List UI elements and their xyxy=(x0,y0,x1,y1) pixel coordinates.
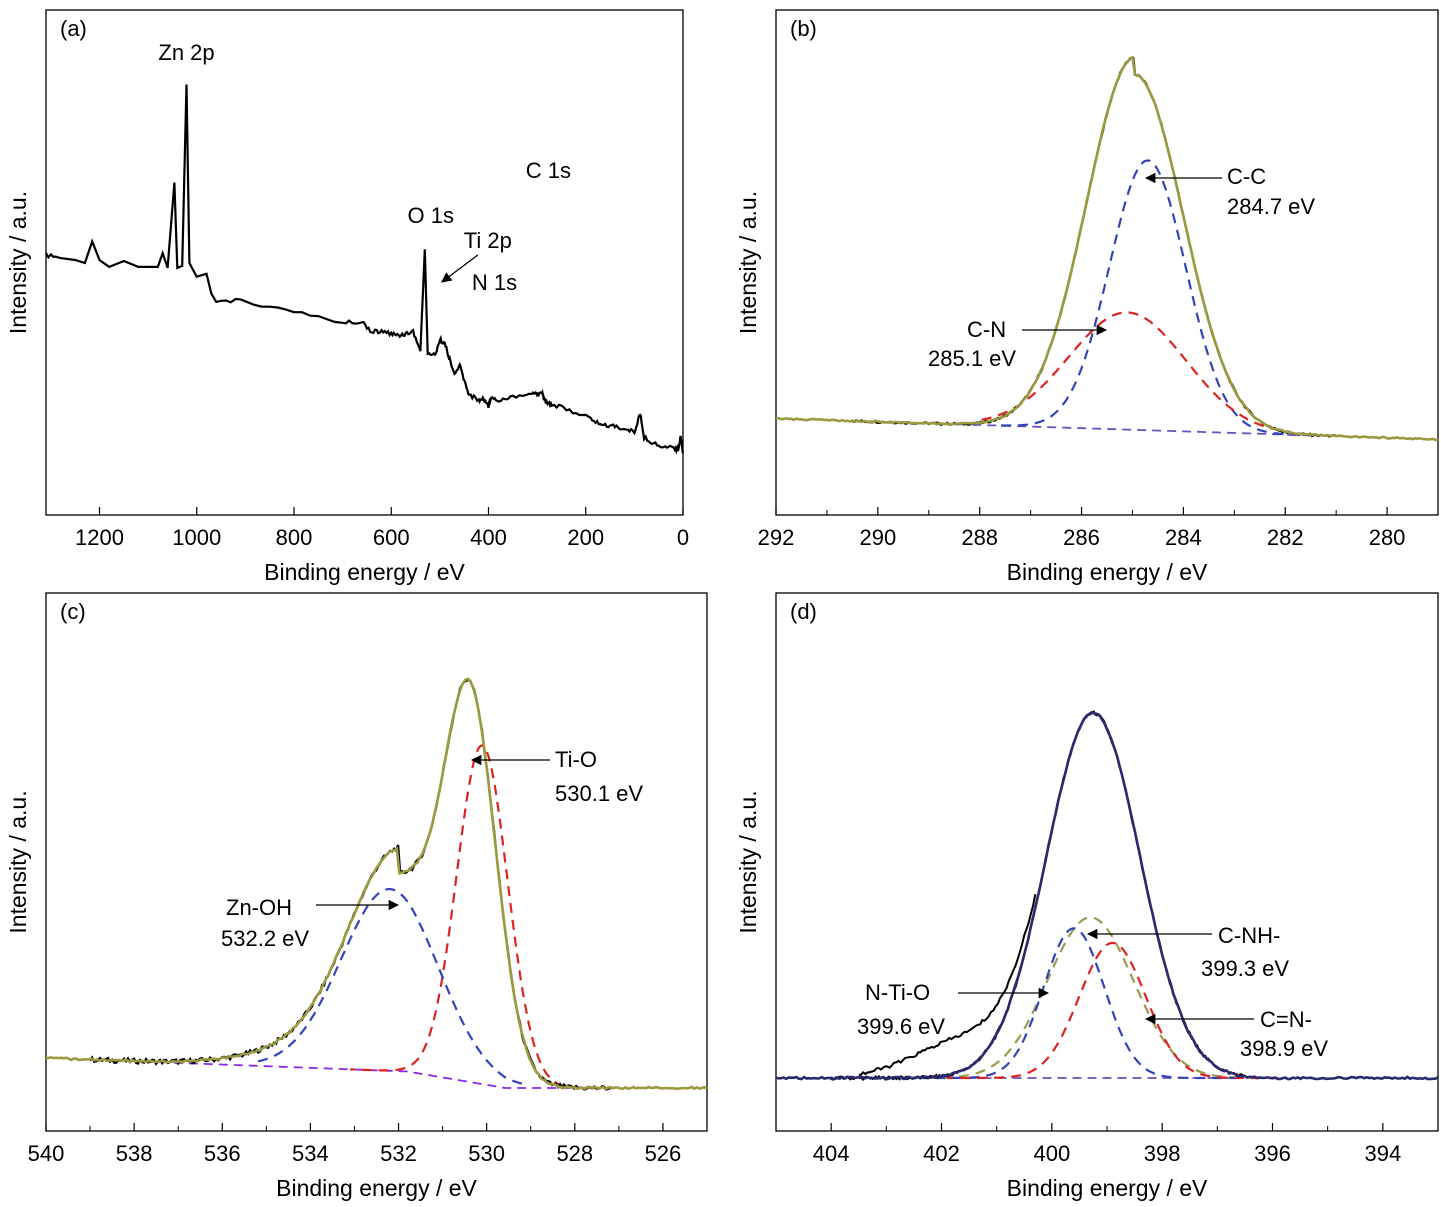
y-axis-title: Intensity / a.u. xyxy=(5,191,31,334)
x-tick-label: 282 xyxy=(1267,525,1304,550)
x-tick-label: 280 xyxy=(1369,525,1406,550)
x-axis-title: Binding energy / eV xyxy=(1007,559,1208,585)
y-axis-title: Intensity / a.u. xyxy=(735,790,761,933)
x-tick-label: 200 xyxy=(567,525,604,550)
panel-label: (b) xyxy=(790,16,817,41)
x-tick-label: 396 xyxy=(1254,1141,1291,1166)
plot-frame xyxy=(45,592,708,1132)
plot-frame xyxy=(45,9,684,516)
component-line-Zn-OH xyxy=(257,888,523,1085)
x-tick-label: 528 xyxy=(556,1141,593,1166)
component-line-C-C xyxy=(995,159,1301,437)
plot-frame xyxy=(775,9,1439,516)
fit-envelope-line xyxy=(45,677,708,1091)
annotation-energy: 532.2 eV xyxy=(221,926,309,951)
panel-a: 1200 1000 800 600 400 200 0 Binding energy / eV… xyxy=(5,9,689,585)
x-tick-label: 536 xyxy=(204,1141,241,1166)
x-tick-label: 600 xyxy=(373,525,410,550)
measured-shoulder-line xyxy=(858,894,1037,1076)
panel-label: (c) xyxy=(60,599,86,624)
annotation-name: C-NH- xyxy=(1218,923,1280,948)
annotation-name: C-N xyxy=(967,317,1006,342)
measured-spectrum-line xyxy=(852,56,1337,438)
x-tick-label: 1000 xyxy=(172,525,221,550)
x-tick-label: 532 xyxy=(380,1141,417,1166)
panel-b: 292 290 288 286 284 282 280 Binding energy / eV… xyxy=(735,9,1439,585)
annotation-name: C-C xyxy=(1227,164,1266,189)
measured-spectrum-line xyxy=(89,679,611,1091)
x-tick-label: 284 xyxy=(1165,525,1202,550)
y-axis-title: Intensity / a.u. xyxy=(735,191,761,334)
annotation-name: Zn-OH xyxy=(226,895,292,920)
peak-label: Ti 2p xyxy=(464,228,512,253)
peak-label: Zn 2p xyxy=(158,40,214,65)
component-line-N-Ti-O xyxy=(908,927,1240,1080)
x-tick-label: 290 xyxy=(859,525,896,550)
x-tick-label: 526 xyxy=(645,1141,682,1166)
component-line-C=N- xyxy=(947,941,1278,1080)
x-tick-label: 286 xyxy=(1063,525,1100,550)
component-line-C-NH- xyxy=(924,916,1256,1079)
fit-envelope-line xyxy=(775,710,1439,1081)
x-tick-label: 1200 xyxy=(75,525,124,550)
plot-frame xyxy=(775,592,1439,1132)
fit-envelope-line xyxy=(776,55,1438,442)
x-tick-label: 800 xyxy=(276,525,313,550)
x-tick-label: 398 xyxy=(1144,1141,1181,1166)
x-tick-label: 400 xyxy=(470,525,507,550)
peak-label: N 1s xyxy=(472,270,517,295)
annotation-energy: 530.1 eV xyxy=(555,781,643,806)
annotation-energy: 399.6 eV xyxy=(857,1014,945,1039)
x-tick-label: 540 xyxy=(28,1141,65,1166)
peak-label: C 1s xyxy=(526,158,571,183)
panel-d: 404 402 400 398 396 394 Binding energy / eV Int… xyxy=(735,592,1439,1201)
annotation-name: C=N- xyxy=(1260,1007,1312,1032)
x-tick-label: 292 xyxy=(758,525,795,550)
x-tick-label: 530 xyxy=(468,1141,505,1166)
panel-label: (d) xyxy=(790,599,817,624)
component-line-C-N xyxy=(974,311,1281,432)
peak-label: O 1s xyxy=(408,203,454,228)
x-tick-label: 404 xyxy=(813,1141,850,1166)
panel-label: (a) xyxy=(60,16,87,41)
component-line-Ti-O xyxy=(349,744,615,1090)
annotation-energy: 284.7 eV xyxy=(1227,194,1315,219)
x-tick-label: 394 xyxy=(1364,1141,1401,1166)
x-axis-title: Binding energy / eV xyxy=(1007,1175,1208,1201)
x-tick-label: 538 xyxy=(116,1141,153,1166)
annotation-energy: 285.1 eV xyxy=(928,346,1016,371)
x-tick-label: 400 xyxy=(1033,1141,1070,1166)
x-tick-label: 0 xyxy=(677,525,689,550)
x-tick-label: 402 xyxy=(923,1141,960,1166)
x-axis-title: Binding energy / eV xyxy=(276,1175,477,1201)
annotation-name: Ti-O xyxy=(555,747,597,772)
survey-spectrum-line xyxy=(45,84,685,455)
annotation-name: N-Ti-O xyxy=(865,980,930,1005)
x-tick-label: 534 xyxy=(292,1141,329,1166)
annotation-energy: 398.9 eV xyxy=(1240,1036,1328,1061)
background-line xyxy=(98,1059,575,1089)
panel-c: 540 538 536 534 532 530 528 526 Binding energy /… xyxy=(5,592,708,1201)
x-tick-label: 288 xyxy=(961,525,998,550)
y-axis-title: Intensity / a.u. xyxy=(5,790,31,933)
ti2p-arrow xyxy=(441,254,479,283)
x-axis-title: Binding energy / eV xyxy=(264,559,465,585)
annotation-energy: 399.3 eV xyxy=(1201,956,1289,981)
